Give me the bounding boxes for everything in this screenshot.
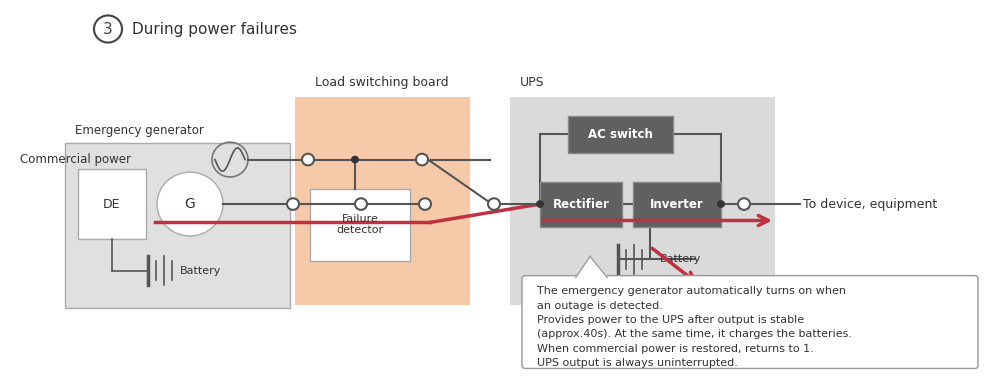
Circle shape: [351, 156, 359, 163]
Text: Battery: Battery: [660, 254, 701, 264]
Circle shape: [419, 198, 431, 210]
FancyBboxPatch shape: [295, 97, 470, 305]
Text: 3: 3: [103, 22, 113, 37]
Circle shape: [416, 154, 428, 165]
Circle shape: [287, 198, 299, 210]
Text: UPS: UPS: [520, 76, 545, 89]
Text: Battery: Battery: [180, 266, 221, 276]
Text: Load switching board: Load switching board: [315, 76, 449, 89]
FancyBboxPatch shape: [310, 189, 410, 261]
Text: DE: DE: [103, 198, 121, 210]
Text: To device, equipment: To device, equipment: [803, 198, 937, 210]
Text: During power failures: During power failures: [132, 22, 297, 37]
FancyBboxPatch shape: [522, 276, 978, 369]
Circle shape: [488, 198, 500, 210]
FancyBboxPatch shape: [540, 182, 622, 227]
Polygon shape: [575, 256, 608, 279]
Circle shape: [355, 198, 367, 210]
Circle shape: [738, 198, 750, 210]
Text: The emergency generator automatically turns on when
an outage is detected.
Provi: The emergency generator automatically tu…: [537, 286, 852, 368]
FancyBboxPatch shape: [65, 143, 290, 308]
FancyBboxPatch shape: [633, 182, 721, 227]
Text: Commercial power: Commercial power: [20, 153, 131, 166]
FancyBboxPatch shape: [510, 97, 775, 305]
Text: Inverter: Inverter: [650, 198, 704, 210]
Text: Emergency generator: Emergency generator: [75, 124, 204, 137]
Text: G: G: [185, 197, 195, 211]
Text: Failure
detector: Failure detector: [336, 213, 384, 235]
Text: AC switch: AC switch: [588, 128, 652, 141]
FancyBboxPatch shape: [78, 169, 146, 239]
Text: Rectifier: Rectifier: [553, 198, 609, 210]
FancyBboxPatch shape: [568, 116, 673, 153]
Circle shape: [302, 154, 314, 165]
Circle shape: [717, 200, 725, 208]
Circle shape: [157, 172, 223, 236]
Circle shape: [536, 200, 544, 208]
